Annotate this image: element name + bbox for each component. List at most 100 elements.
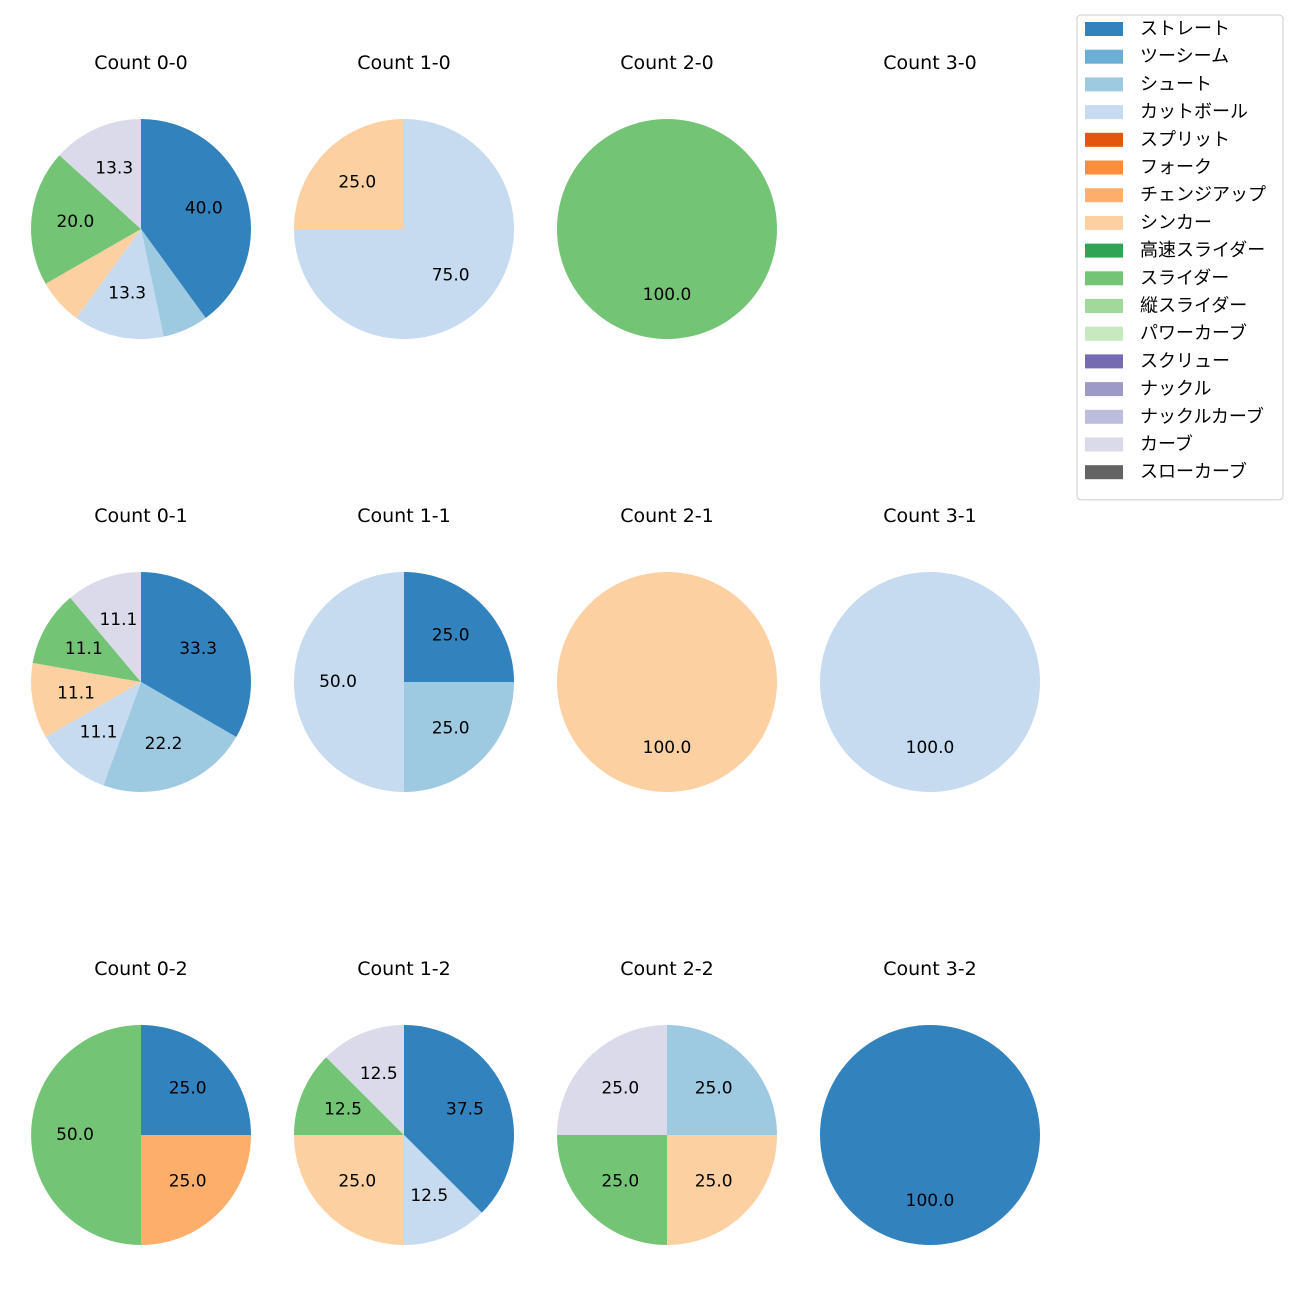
pie-slice xyxy=(45,229,141,318)
legend-swatch xyxy=(1085,49,1123,64)
pie-title: Count 2-2 xyxy=(620,958,714,980)
pie-slice xyxy=(326,1025,404,1135)
pie-slice xyxy=(667,1025,777,1135)
pie-slice xyxy=(404,682,514,792)
pie-chart: Count 3-0 xyxy=(883,52,977,74)
legend-swatch xyxy=(1085,188,1123,203)
pie-slice-label: 25.0 xyxy=(432,625,470,645)
legend-swatch xyxy=(1085,299,1123,313)
pie-slice xyxy=(141,119,252,318)
legend-swatch xyxy=(1085,160,1123,175)
legend-label: ナックルカーブ xyxy=(1140,405,1264,427)
pie-slice xyxy=(294,1135,404,1245)
pie-chart: Count 2-0 100.0 xyxy=(557,52,777,339)
pie-title: Count 1-0 xyxy=(357,52,451,74)
pie-slice xyxy=(70,572,141,682)
legend-swatch xyxy=(1085,465,1123,480)
legend-swatch xyxy=(1085,132,1123,147)
pie-slice xyxy=(404,572,514,682)
pie-slice-label: 12.5 xyxy=(410,1186,448,1206)
legend-swatch xyxy=(1085,271,1123,286)
pie-title: Count 2-0 xyxy=(620,52,714,74)
pie-slice xyxy=(820,572,1040,792)
legend-swatch xyxy=(1085,215,1123,230)
pie-chart: Count 2-1 100.0 xyxy=(557,505,777,792)
pie-slice xyxy=(294,119,404,229)
pie-slice-label: 100.0 xyxy=(643,285,692,305)
pie-chart: Count 1-0 75.0 25.0 xyxy=(294,52,514,339)
pie-chart: Count 2-2 25.0 25.0 25.0 25.0 xyxy=(557,958,777,1245)
pie-title: Count 2-1 xyxy=(620,505,714,527)
pie-chart: Count 0-0 40.0 13.3 20.0 13.3 xyxy=(31,52,252,339)
pie-slice-label: 11.1 xyxy=(99,610,137,630)
legend-label: シュート xyxy=(1140,74,1212,95)
pies-group: Count 0-0 40.0 13.3 20.0 13.3 Count 1-0 75.0 25… xyxy=(30,52,1040,1245)
pie-slice xyxy=(141,1025,251,1135)
pie-chart: Count 1-2 37.5 12.5 25.0 12.5 12.5 xyxy=(294,958,514,1245)
legend-swatch xyxy=(1085,326,1123,341)
pie-slice xyxy=(404,1025,514,1213)
pie-slice-label: 12.5 xyxy=(360,1064,398,1084)
legend-label: 高速スライダー xyxy=(1140,240,1265,261)
pie-title: Count 0-2 xyxy=(94,958,188,980)
legend-label: ツーシーム xyxy=(1140,46,1229,67)
legend-swatch xyxy=(1085,354,1123,369)
legend-label: チェンジアップ xyxy=(1140,185,1266,206)
legend-label: パワーカーブ xyxy=(1140,322,1247,344)
pie-title: Count 0-1 xyxy=(94,505,188,527)
pie-chart: Count 1-1 25.0 25.0 50.0 xyxy=(294,505,514,792)
pie-slice-label: 75.0 xyxy=(432,266,470,286)
pie-chart: Count 3-2 100.0 xyxy=(820,958,1040,1245)
pie-slice-label: 100.0 xyxy=(643,738,692,758)
legend-label: ナックル xyxy=(1140,379,1211,400)
legend-label: シンカー xyxy=(1140,212,1212,233)
pie-slice-label: 25.0 xyxy=(169,1172,207,1192)
pie-slice-label: 100.0 xyxy=(906,738,955,758)
pie-slice-label: 40.0 xyxy=(185,199,223,219)
pie-slice xyxy=(557,119,777,339)
pie-slice xyxy=(557,1025,667,1135)
pie-slice-label: 13.3 xyxy=(95,159,133,179)
pie-title: Count 1-2 xyxy=(357,958,451,980)
pie-slice xyxy=(557,1135,667,1245)
legend-swatch xyxy=(1085,77,1123,92)
pie-title: Count 3-0 xyxy=(883,52,977,74)
legend-frame xyxy=(1076,14,1284,501)
pie-slice xyxy=(404,1135,482,1245)
pie-slice-label: 12.5 xyxy=(324,1100,362,1120)
pie-slice xyxy=(557,572,777,792)
pie-slice-label: 25.0 xyxy=(601,1172,639,1192)
pie-slice xyxy=(294,572,404,792)
pie-slice-label: 100.0 xyxy=(906,1191,955,1211)
legend-label: ストレート xyxy=(1140,19,1230,40)
legend-swatch xyxy=(1085,409,1123,424)
pie-chart: Count 0-1 33.3 22.2 11.1 11.1 11.1 11.1 xyxy=(30,505,251,792)
pie-slice xyxy=(103,682,237,792)
pie-slice-label: 20.0 xyxy=(56,212,94,232)
legend-label: カットボール xyxy=(1140,102,1248,123)
pie-slice-label: 37.5 xyxy=(446,1100,484,1120)
pie-slice-label: 50.0 xyxy=(319,672,357,692)
legend-swatch xyxy=(1085,22,1123,36)
pie-slice-label: 25.0 xyxy=(601,1078,639,1098)
legend-swatch xyxy=(1085,437,1123,452)
legend-swatch xyxy=(1085,243,1123,258)
pie-slice-label: 11.1 xyxy=(80,723,118,743)
pie-slice-label: 11.1 xyxy=(65,639,103,659)
pie-slice-label: 13.3 xyxy=(108,284,146,304)
legend-swatch xyxy=(1085,105,1123,120)
pie-slice xyxy=(59,119,142,229)
pie-slice xyxy=(820,1025,1040,1245)
pie-slice-label: 33.3 xyxy=(179,639,217,659)
pie-slice-label: 25.0 xyxy=(695,1078,733,1098)
legend: ストレートツーシームシュートカットボールスプリットフォークチェンジアップシンカー… xyxy=(1076,14,1284,501)
pie-slice-label: 25.0 xyxy=(338,1172,376,1192)
pie-title: Count 0-0 xyxy=(94,52,188,74)
pie-title: Count 1-1 xyxy=(357,505,451,527)
pie-slice xyxy=(294,1057,404,1135)
pie-slice-label: 50.0 xyxy=(56,1125,94,1145)
pie-slice xyxy=(32,597,142,682)
legend-label: スライダー xyxy=(1140,268,1229,289)
pie-slice-label: 25.0 xyxy=(169,1078,207,1098)
